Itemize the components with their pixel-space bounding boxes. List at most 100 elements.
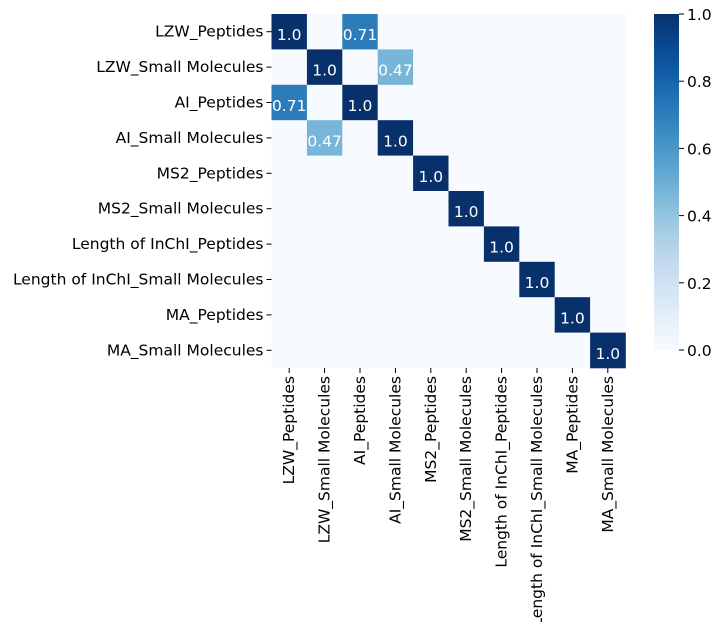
heatmap-cell xyxy=(377,297,414,333)
heatmap-cell xyxy=(483,120,520,156)
heatmap-cell xyxy=(554,49,591,86)
heatmap-cell xyxy=(342,84,378,121)
colorbar: 0.0 0.2 0.4 0.6 0.8 1.0 xyxy=(654,6,712,360)
heatmap-cell xyxy=(306,297,343,333)
heatmap-cell-label: 0.47 xyxy=(378,62,413,80)
heatmap-cell xyxy=(519,332,555,369)
heatmap-cell xyxy=(413,191,449,227)
heatmap-cell xyxy=(448,261,485,298)
heatmap-cell xyxy=(590,14,626,50)
heatmap-cell xyxy=(342,14,378,50)
heatmap-cell xyxy=(448,226,485,263)
heatmap-cell xyxy=(271,332,308,369)
heatmap-cell xyxy=(554,84,591,121)
y-tick-label: Length of InChI_Small Molecules xyxy=(13,271,264,290)
heatmap-cell xyxy=(554,226,591,263)
heatmap-cell xyxy=(306,14,343,50)
heatmap-cell xyxy=(554,297,591,333)
x-tick-label: AI_Small Molecules xyxy=(386,376,405,524)
heatmap-cell xyxy=(519,84,555,121)
heatmap-cell xyxy=(483,155,520,192)
heatmap-cell-label: 1.0 xyxy=(595,345,620,363)
x-tick-label: AI_Peptides xyxy=(351,376,370,465)
heatmap-cell xyxy=(413,120,449,156)
x-tick-label: Length of InChI_Peptides xyxy=(493,376,512,568)
heatmap-cell xyxy=(448,332,485,369)
heatmap-cell xyxy=(306,226,343,263)
heatmap-cell xyxy=(271,84,308,121)
heatmap-cell xyxy=(342,120,378,156)
heatmap-cell xyxy=(483,14,520,50)
y-tick-label: MA_Peptides xyxy=(166,306,264,325)
heatmap-cell xyxy=(377,14,414,50)
heatmap-cell xyxy=(377,49,414,86)
heatmap-cell xyxy=(413,49,449,86)
heatmap-cell xyxy=(306,261,343,298)
colorbar-gradient xyxy=(654,14,679,350)
heatmap-cell xyxy=(306,84,343,121)
heatmap-cell xyxy=(377,191,414,227)
heatmap-cell xyxy=(554,191,591,227)
heatmap-cell xyxy=(448,49,485,86)
x-tick-label: MS2_Small Molecules xyxy=(457,376,476,542)
heatmap-cell xyxy=(448,191,485,227)
heatmap-cell xyxy=(483,261,520,298)
heatmap-cell xyxy=(554,14,591,50)
heatmap-cell xyxy=(554,332,591,369)
y-tick-label: MA_Small Molecules xyxy=(107,341,264,360)
y-tick-label: LZW_Peptides xyxy=(155,23,263,42)
heatmap-cell xyxy=(271,297,308,333)
heatmap-cell xyxy=(590,155,626,192)
heatmap-cell xyxy=(519,14,555,50)
colorbar-tick-label: 0.0 xyxy=(687,342,712,360)
colorbar-tick-label: 1.0 xyxy=(687,6,712,24)
heatmap-cell-label: 1.0 xyxy=(277,26,302,44)
heatmap-cell-label: 1.0 xyxy=(454,203,479,221)
heatmap-cell xyxy=(271,49,308,86)
heatmap-cell xyxy=(413,332,449,369)
heatmap-cell xyxy=(271,120,308,156)
heatmap-cell xyxy=(483,226,520,263)
heatmap-cell xyxy=(377,84,414,121)
heatmap-cell xyxy=(271,155,308,192)
heatmap-cell xyxy=(590,120,626,156)
heatmap-cell xyxy=(342,226,378,263)
heatmap-cell xyxy=(483,49,520,86)
heatmap-cell xyxy=(519,297,555,333)
x-tick-label: MS2_Peptides xyxy=(422,376,441,483)
y-tick-label: AI_Peptides xyxy=(175,94,264,113)
heatmap-cell xyxy=(519,191,555,227)
heatmap-cell xyxy=(377,261,414,298)
heatmap-cell xyxy=(483,297,520,333)
heatmap-cell xyxy=(448,14,485,50)
heatmap-cell xyxy=(519,155,555,192)
heatmap-cell xyxy=(483,332,520,369)
heatmap-cell xyxy=(342,261,378,298)
heatmap-cell xyxy=(271,226,308,263)
heatmap-cell xyxy=(448,120,485,156)
x-tick-label: MA_Peptides xyxy=(563,376,582,474)
heatmap-cell xyxy=(271,14,308,50)
heatmap-cell xyxy=(448,84,485,121)
heatmap-cell xyxy=(413,297,449,333)
heatmap-cell-label: 1.0 xyxy=(560,309,585,327)
heatmap-cell xyxy=(413,226,449,263)
heatmap-cells xyxy=(271,14,626,369)
heatmap-cell xyxy=(271,261,308,298)
colorbar-tick-label: 0.6 xyxy=(687,140,712,158)
heatmap-cell xyxy=(377,155,414,192)
heatmap-cell-label: 1.0 xyxy=(383,132,408,150)
heatmap-cell xyxy=(377,226,414,263)
heatmap-cell xyxy=(413,155,449,192)
heatmap-cell xyxy=(306,49,343,86)
y-tick-label: AI_Small Molecules xyxy=(116,129,264,148)
heatmap-cell xyxy=(554,155,591,192)
heatmap-cell xyxy=(590,297,626,333)
heatmap-cell xyxy=(342,155,378,192)
heatmap-cell xyxy=(342,332,378,369)
colorbar-tick-label: 0.4 xyxy=(687,208,712,226)
heatmap-cell xyxy=(271,191,308,227)
y-tick-label: LZW_Small Molecules xyxy=(96,58,263,77)
x-axis: LZW_Peptides LZW_Small Molecules AI_Peptid… xyxy=(280,368,618,622)
